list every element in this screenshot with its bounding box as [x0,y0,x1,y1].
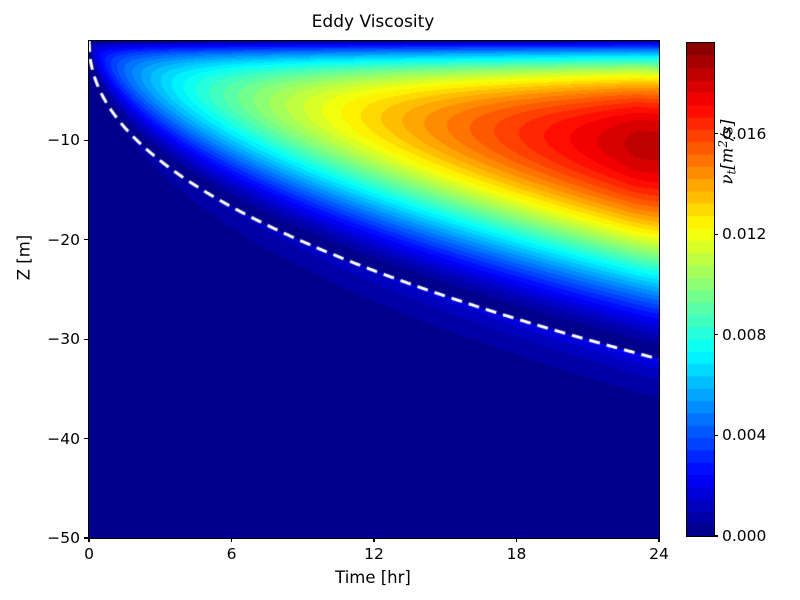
colorbar-tick-label: 0.000 [722,527,767,545]
units-metres: m [717,147,737,164]
x-axis-label: Time [hr] [335,568,411,587]
colorbar-label: νt[m2/s] [716,72,739,232]
colorbar-tick-label: 0.016 [722,124,767,143]
colorbar-tick-label: 0.012 [722,225,767,244]
x-tick-mark [230,538,233,542]
colorbar-tick-mark [714,132,718,135]
page-title: Eddy Viscosity [311,12,435,32]
colorbar-tick-mark [714,535,718,537]
y-tick-label: −10 [47,131,80,150]
colorbar-tick-mark [714,334,718,336]
x-tick-label: 18 [506,545,527,563]
colorbar-tick-label: 0.008 [722,325,767,344]
x-tick-label: 12 [364,545,384,563]
units-per-second: /s] [717,119,737,140]
colorbar-tick-mark [714,233,718,235]
x-tick-mark [515,538,518,542]
x-tick-label: 6 [226,545,237,563]
nu-symbol: ν [717,174,737,185]
colorbar-tick-mark [714,434,718,436]
y-tick-mark [84,338,88,340]
y-axis-label: Z [m] [14,234,34,281]
x-tick-label: 0 [84,545,94,563]
eddy-viscosity-contour-field [89,41,659,538]
colorbar-gradient [687,43,714,536]
contour-plot-axes: −10 −20 −30 −40 −50 0 6 12 18 24 [47,40,669,563]
y-tick-label: −40 [47,429,80,448]
y-tick-mark [84,139,88,141]
nu-subscript-t: t [724,169,739,175]
x-tick-mark [373,538,375,542]
colorbar-tick-label: 0.004 [722,426,767,445]
y-tick-label: −50 [47,529,80,547]
x-tick-mark [658,538,660,542]
y-tick-mark [84,537,88,539]
y-tick-mark [84,239,88,241]
units-exponent: 2 [716,140,730,148]
x-tick-label: 24 [649,545,669,563]
y-tick-label: −20 [47,230,80,249]
y-tick-mark [84,438,88,440]
y-tick-label: −30 [47,330,80,349]
colorbar: 0.000 0.004 0.008 0.012 0.016 [686,42,766,545]
units-bracket-open: [ [717,163,737,170]
x-tick-mark [88,538,90,542]
